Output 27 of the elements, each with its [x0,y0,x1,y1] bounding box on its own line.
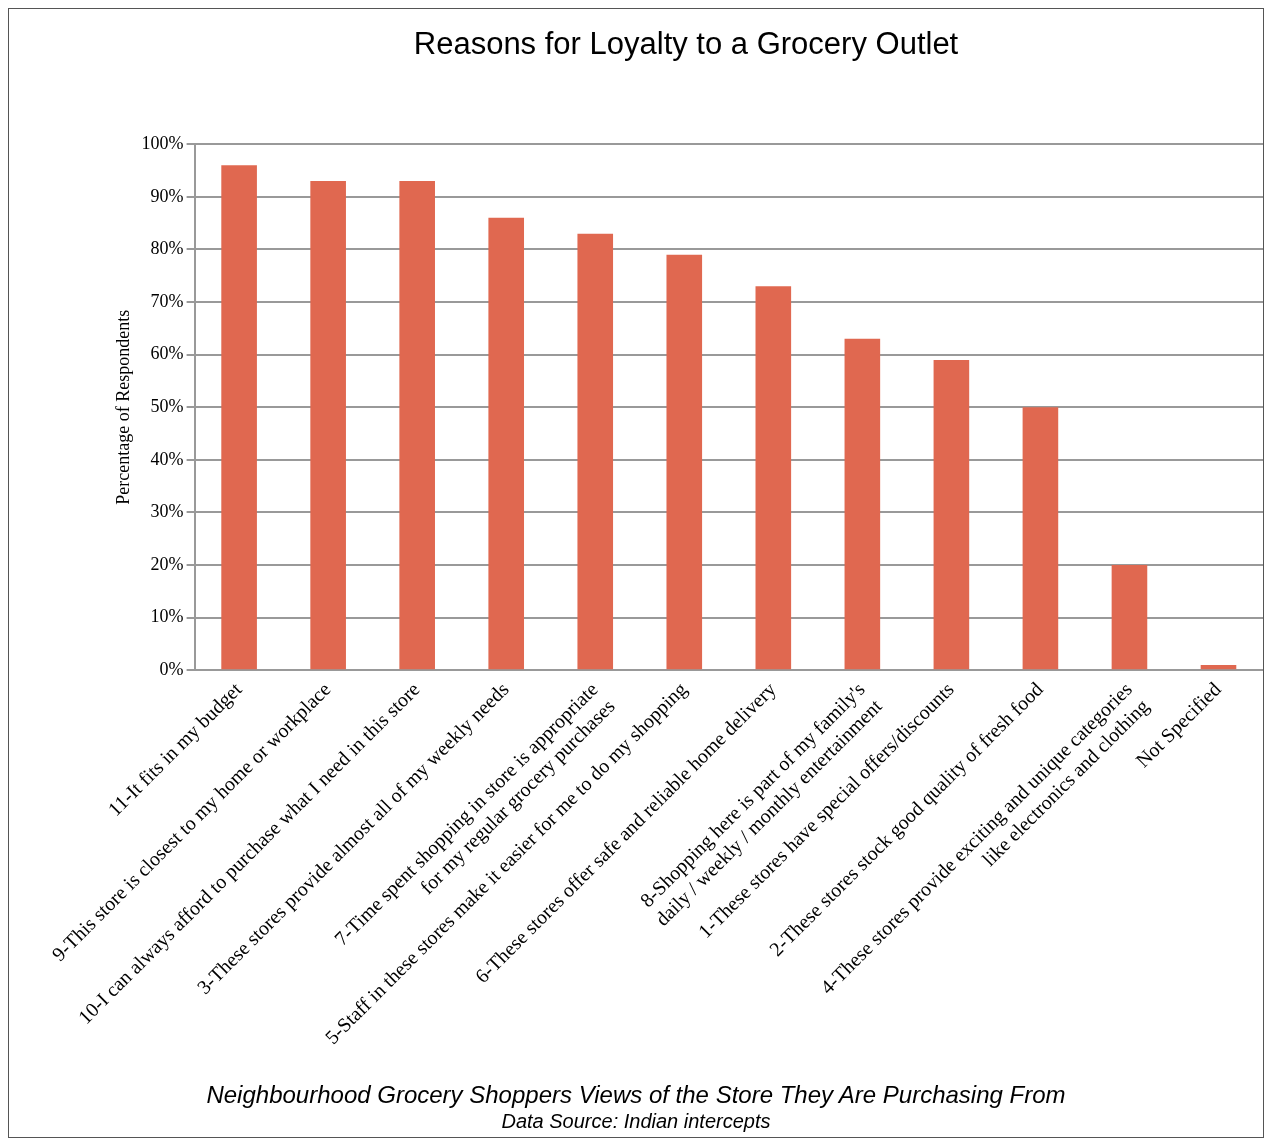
bar [577,233,614,670]
bar [1022,407,1059,670]
bar [844,338,881,670]
y-tick-label: 70% [150,290,184,311]
y-tick-label: 80% [150,238,184,259]
y-tick-label: 0% [159,659,184,679]
y-tick-label: 90% [150,185,184,206]
chart-title: Reasons for Loyalty to a Grocery Outlet [413,26,959,62]
y-tick-label: 100% [141,132,184,153]
y-tick-label: 20% [150,553,184,574]
y-axis-title: Percentage of Respondents [112,309,133,505]
bar [933,359,970,670]
y-tick-label: 60% [150,343,184,364]
bar [755,286,792,670]
y-tick-label: 50% [150,395,184,416]
y-tick-label: 10% [150,606,184,627]
bar [1111,565,1148,670]
text: Neighbourhood Grocery Shoppers Views of the Store They Are Purchasing From [205,1081,1067,1109]
bar [310,181,346,670]
bar [488,217,525,670]
source-note: Data Source: Indian intercepts [500,1109,772,1133]
bar [399,181,435,670]
y-tick-label: 30% [150,501,184,522]
bar [1200,665,1237,670]
bar [221,165,257,670]
bar [666,254,703,670]
y-tick-label: 40% [150,448,184,469]
